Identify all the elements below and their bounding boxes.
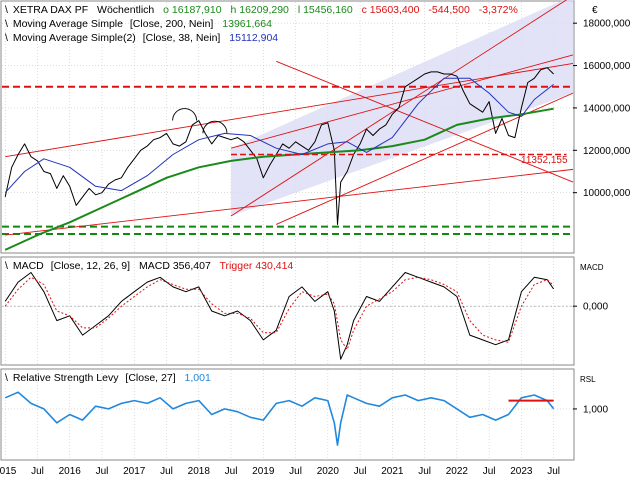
level-annotation-label: 11352,155 — [521, 155, 568, 166]
legend-macd-label: MACD — [13, 260, 44, 272]
legend-macd-value: MACD 356,407 — [139, 260, 211, 272]
x-tick-label: Jul — [418, 466, 431, 477]
x-tick-label: Jul — [31, 466, 44, 477]
series-trigger — [4, 276, 554, 350]
legend-ma200-value: 13961,664 — [222, 18, 272, 30]
trendline — [276, 60, 574, 183]
rsl-panel-label: RSL — [580, 375, 596, 384]
legend-ma200-params: [Close, 200, Nein] — [130, 18, 214, 30]
legend-ma200-label: Moving Average Simple — [13, 18, 123, 30]
y-tick-label: 18000,000 — [583, 19, 631, 30]
series-moving-average-simple — [4, 107, 554, 251]
legend-rsl-params: [Close, 27] — [125, 372, 175, 384]
top-marker-arc — [202, 120, 228, 134]
trend-channel-area — [231, 0, 573, 216]
legend-low: l 15456,160 — [298, 4, 353, 16]
macd-panel-frame — [0, 256, 575, 366]
legend-period: Wöchentlich — [97, 4, 154, 16]
series-xetra-dax-pf — [4, 67, 554, 225]
legend-macd-params: [Close, 12, 26, 9] — [51, 260, 130, 272]
x-tick-label: Jul — [483, 466, 496, 477]
x-tick-label: 2017 — [123, 466, 146, 477]
legend-ma38-label: Moving Average Simple(2) — [13, 32, 136, 44]
top-marker-arc — [172, 108, 198, 121]
x-tick-label: Jul — [225, 466, 238, 477]
legend-title: XETRA DAX PF — [13, 4, 88, 16]
legend-expand-icon: \ — [5, 372, 8, 384]
y-tick-label: 16000,000 — [583, 61, 631, 72]
x-tick-label: 2021 — [381, 466, 404, 477]
legend-change-pct: -3,372% — [479, 4, 518, 16]
y-tick-label: 10000,000 — [583, 188, 631, 199]
macd-panel-label: MACD — [580, 263, 604, 272]
trendline — [230, 54, 574, 149]
trendline — [5, 168, 574, 236]
y-tick-label: 1,000 — [583, 404, 608, 415]
series-relative-strength-levy — [4, 391, 555, 446]
x-tick-label: 2018 — [188, 466, 211, 477]
legend-open: o 16187,910 — [163, 4, 222, 16]
currency-symbol: € — [592, 5, 598, 16]
legend-expand-icon: \ — [5, 18, 8, 30]
legend-close: c 15603,400 — [362, 4, 420, 16]
rsl-legend: \ Relative Strength Levy [Close, 27] 1,0… — [5, 372, 211, 384]
price-legend-line-3: \ Moving Average Simple(2) [Close, 38, N… — [5, 32, 278, 44]
macd-legend: \ MACD [Close, 12, 26, 9] MACD 356,407 T… — [5, 260, 293, 272]
x-tick-label: 2022 — [446, 466, 469, 477]
x-tick-label: 2020 — [317, 466, 340, 477]
trendline — [230, 0, 568, 217]
legend-change: -544,500 — [428, 4, 470, 16]
series-moving-average-simple-2 — [4, 77, 554, 194]
x-tick-label: Jul — [354, 466, 367, 477]
x-tick-label: Jul — [289, 466, 302, 477]
x-tick-label: 2015 — [0, 466, 17, 477]
series-macd — [4, 272, 555, 360]
trendline — [276, 92, 574, 225]
legend-rsl-value: 1,001 — [185, 372, 211, 384]
legend-ma38-params: [Close, 38, Nein] — [143, 32, 221, 44]
x-tick-label: Jul — [96, 466, 109, 477]
rsl-panel-frame — [0, 368, 575, 461]
x-tick-label: 2016 — [59, 466, 82, 477]
legend-expand-icon: \ — [5, 32, 8, 44]
x-tick-label: 2019 — [252, 466, 275, 477]
price-panel-frame — [0, 0, 575, 254]
legend-expand-icon: \ — [5, 4, 8, 16]
legend-expand-icon: \ — [5, 260, 8, 272]
price-legend-line-2: \ Moving Average Simple [Close, 200, Nei… — [5, 18, 272, 30]
trendline — [5, 62, 574, 158]
x-tick-label: Jul — [160, 466, 173, 477]
y-tick-label: 14000,000 — [583, 103, 631, 114]
legend-rsl-label: Relative Strength Levy — [13, 372, 119, 384]
price-legend-line-1: \ XETRA DAX PF Wöchentlich o 16187,910 h… — [5, 4, 518, 16]
legend-ma38-value: 15112,904 — [229, 32, 278, 44]
y-tick-label: 0,000 — [583, 302, 608, 313]
legend-trigger-value: Trigger 430,414 — [220, 260, 294, 272]
x-tick-label: Jul — [547, 466, 560, 477]
x-tick-label: 2023 — [510, 466, 533, 477]
y-tick-label: 12000,000 — [583, 146, 631, 157]
legend-high: h 16209,290 — [231, 4, 290, 16]
